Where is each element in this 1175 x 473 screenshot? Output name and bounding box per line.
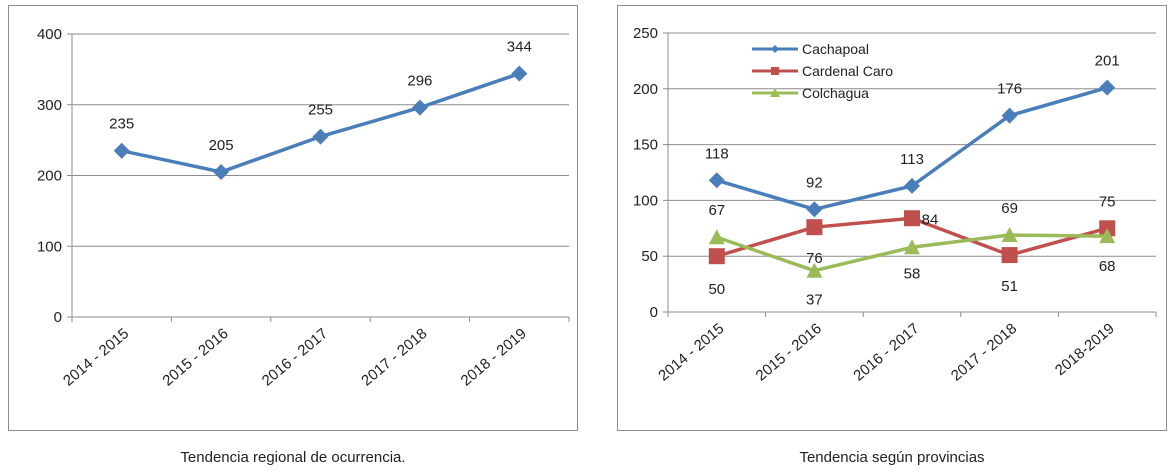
data-label: 255: [308, 102, 333, 119]
data-point: [1001, 247, 1018, 264]
data-point: [806, 262, 823, 278]
y-tick-label: 150: [633, 137, 658, 154]
y-tick-label: 250: [633, 25, 658, 42]
data-point: [904, 210, 920, 227]
data-point: [1001, 226, 1018, 242]
data-label: 58: [904, 265, 921, 282]
legend-label: Cardenal Caro: [802, 63, 893, 79]
data-point: [1001, 107, 1018, 124]
data-point: [904, 239, 920, 255]
y-tick-label: 100: [37, 238, 62, 255]
data-point: [806, 219, 823, 236]
province-trend-chart: 0 50 100 150 200 250 2014 - 2015 2015 - 2016 201…: [633, 25, 1157, 385]
data-point: [511, 65, 528, 82]
x-tick-label: 2014 - 2015: [655, 320, 727, 384]
data-point: [708, 229, 725, 245]
province-trend-chart-panel: 0 50 100 150 200 250 2014 - 2015 2015 - 2016 201…: [617, 5, 1167, 431]
y-tick-label: 300: [37, 97, 62, 114]
legend-label: Colchagua: [802, 85, 869, 101]
data-label: 76: [806, 250, 823, 267]
y-tick-label: 0: [650, 304, 658, 321]
x-tick-label: 2016 - 2017: [850, 320, 922, 384]
data-label: 296: [407, 73, 432, 90]
y-tick-label: 200: [633, 81, 658, 98]
data-point: [1099, 228, 1116, 244]
data-label: 176: [997, 81, 1022, 98]
data-label: 67: [708, 202, 725, 219]
data-label: 235: [109, 116, 134, 133]
x-tick-label: 2018 - 2019: [458, 325, 530, 389]
data-label: 84: [922, 211, 939, 228]
legend-marker: [771, 67, 779, 75]
data-label: 92: [806, 174, 823, 191]
data-label: 50: [708, 281, 725, 298]
data-point: [708, 172, 725, 189]
data-point: [1099, 79, 1116, 96]
data-label: 75: [1099, 193, 1116, 210]
x-tick-label: 2018-2019: [1052, 320, 1118, 379]
data-point: [213, 163, 230, 180]
data-label: 205: [209, 137, 234, 154]
legend-marker: [770, 88, 780, 97]
data-label: 51: [1001, 278, 1018, 295]
x-tick-label: 2015 - 2016: [753, 320, 825, 384]
x-tick-label: 2014 - 2015: [60, 325, 132, 389]
data-point: [411, 99, 428, 116]
data-point: [312, 128, 329, 145]
data-label: 37: [806, 292, 823, 309]
data-label: 118: [705, 145, 729, 162]
x-tick-label: 2015 - 2016: [159, 325, 231, 389]
y-tick-label: 400: [37, 26, 62, 43]
data-label: 68: [1099, 258, 1116, 275]
y-tick-label: 0: [54, 309, 62, 326]
legend-label: Cachapoal: [802, 41, 869, 57]
regional-trend-chart: 0 100 200 300 400 2014 - 2015 2015 - 2016 2016 …: [37, 26, 570, 390]
x-tick-label: 2016 - 2017: [259, 325, 331, 389]
data-point: [708, 248, 725, 265]
x-tick-label: 2017 - 2018: [358, 325, 430, 389]
data-point: [806, 201, 823, 218]
data-point: [113, 142, 130, 159]
y-tick-label: 100: [633, 192, 658, 209]
y-tick-label: 50: [641, 248, 658, 265]
data-label: 201: [1095, 53, 1120, 70]
data-point: [904, 177, 920, 194]
data-label: 344: [507, 39, 532, 56]
caption-province-trend: Tendencia según provincias: [799, 449, 985, 466]
x-tick-label: 2017 - 2018: [948, 320, 1020, 384]
caption-regional-trend: Tendencia regional de ocurrencia.: [180, 449, 406, 466]
y-tick-label: 200: [37, 168, 62, 185]
legend-marker: [771, 45, 779, 53]
series-line: [121, 71, 520, 174]
regional-trend-chart-panel: 0 100 200 300 400 2014 - 2015 2015 - 2016 2016 …: [8, 5, 578, 431]
data-label: 69: [1001, 200, 1018, 217]
data-label: 113: [900, 151, 924, 168]
